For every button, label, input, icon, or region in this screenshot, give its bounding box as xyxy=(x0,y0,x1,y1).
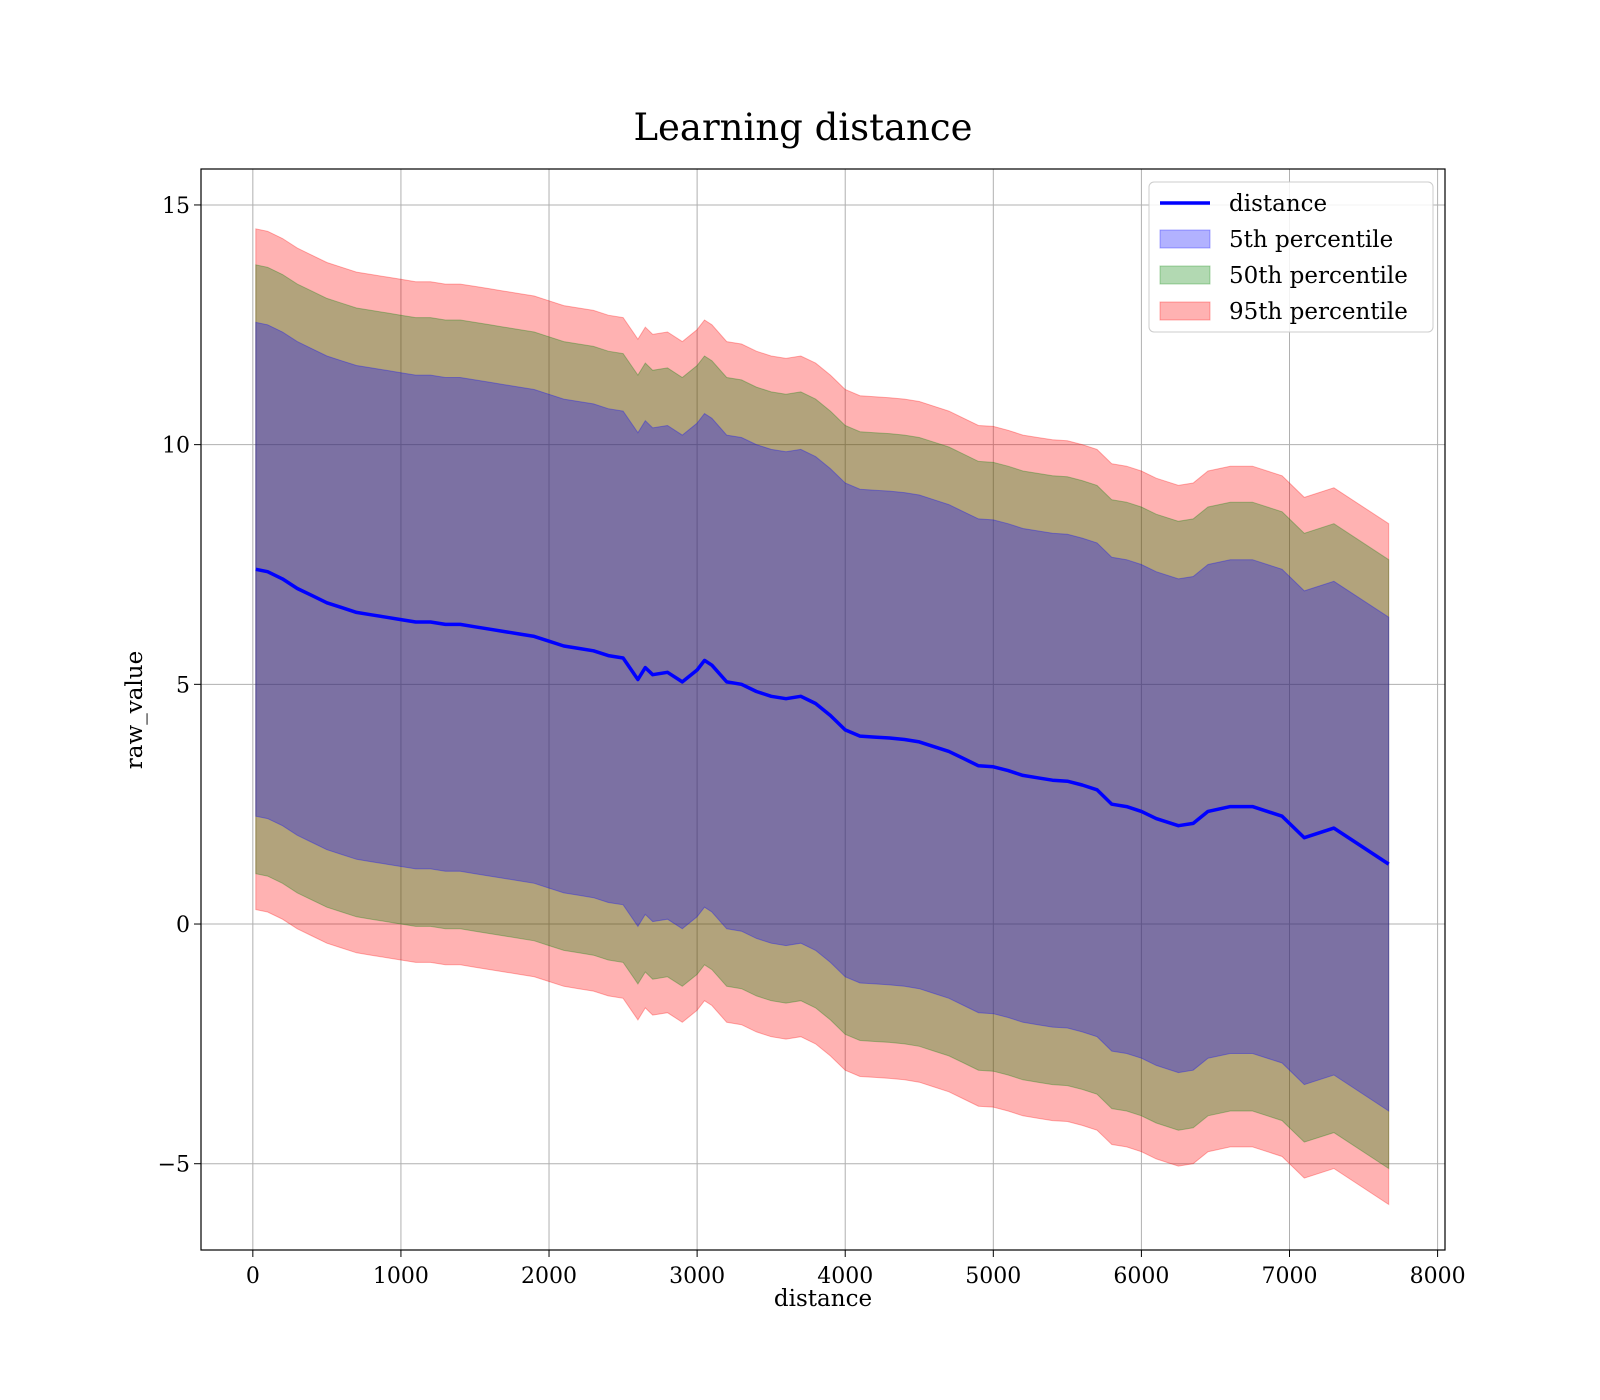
y-tick-label: 0 xyxy=(176,913,190,938)
legend-label: 50th percentile xyxy=(1229,263,1408,289)
band-50th-percentile xyxy=(255,264,1390,1170)
distance-line xyxy=(255,567,1390,866)
legend-label: distance xyxy=(1229,191,1327,217)
line-layer xyxy=(255,567,1390,866)
legend-swatch-patch xyxy=(1159,301,1211,321)
x-tick-label: 5000 xyxy=(965,1264,1021,1289)
plot-area-frame xyxy=(200,168,1446,1251)
y-axis-ticks: −5 0 5 10 15 xyxy=(158,194,201,1178)
x-tick-label: 7000 xyxy=(1262,1264,1318,1289)
chart-title: Learning distance xyxy=(633,106,972,149)
x-tick-label: 8000 xyxy=(1410,1264,1466,1289)
x-tick-label: 2000 xyxy=(521,1264,577,1289)
y-tick-label: −5 xyxy=(158,1153,190,1178)
y-tick-label: 15 xyxy=(162,194,190,219)
y-axis-label: raw_value xyxy=(122,651,148,769)
x-tick-label: 1000 xyxy=(373,1264,429,1289)
legend-label: 5th percentile xyxy=(1229,227,1393,253)
band-5th-percentile xyxy=(255,321,1390,1112)
x-axis-ticks: 0 1000 2000 3000 4000 5000 6000 7000 8000 xyxy=(246,1250,1466,1289)
x-tick-label: 3000 xyxy=(669,1264,725,1289)
x-tick-label: 4000 xyxy=(817,1264,873,1289)
legend-label: 95th percentile xyxy=(1229,299,1408,325)
band-95th-percentile xyxy=(255,228,1390,1206)
y-tick-label: 5 xyxy=(176,673,190,698)
x-tick-label: 0 xyxy=(246,1264,260,1289)
legend: distance 5th percentile 50th percentile 95t… xyxy=(1148,181,1434,333)
x-axis-label: distance xyxy=(774,1286,872,1312)
y-tick-label: 10 xyxy=(162,434,190,459)
percentile-bands xyxy=(255,228,1390,1206)
legend-swatch-patch xyxy=(1159,265,1211,285)
legend-box xyxy=(1148,181,1434,333)
x-tick-label: 6000 xyxy=(1113,1264,1169,1289)
legend-swatch-patch xyxy=(1159,229,1211,249)
